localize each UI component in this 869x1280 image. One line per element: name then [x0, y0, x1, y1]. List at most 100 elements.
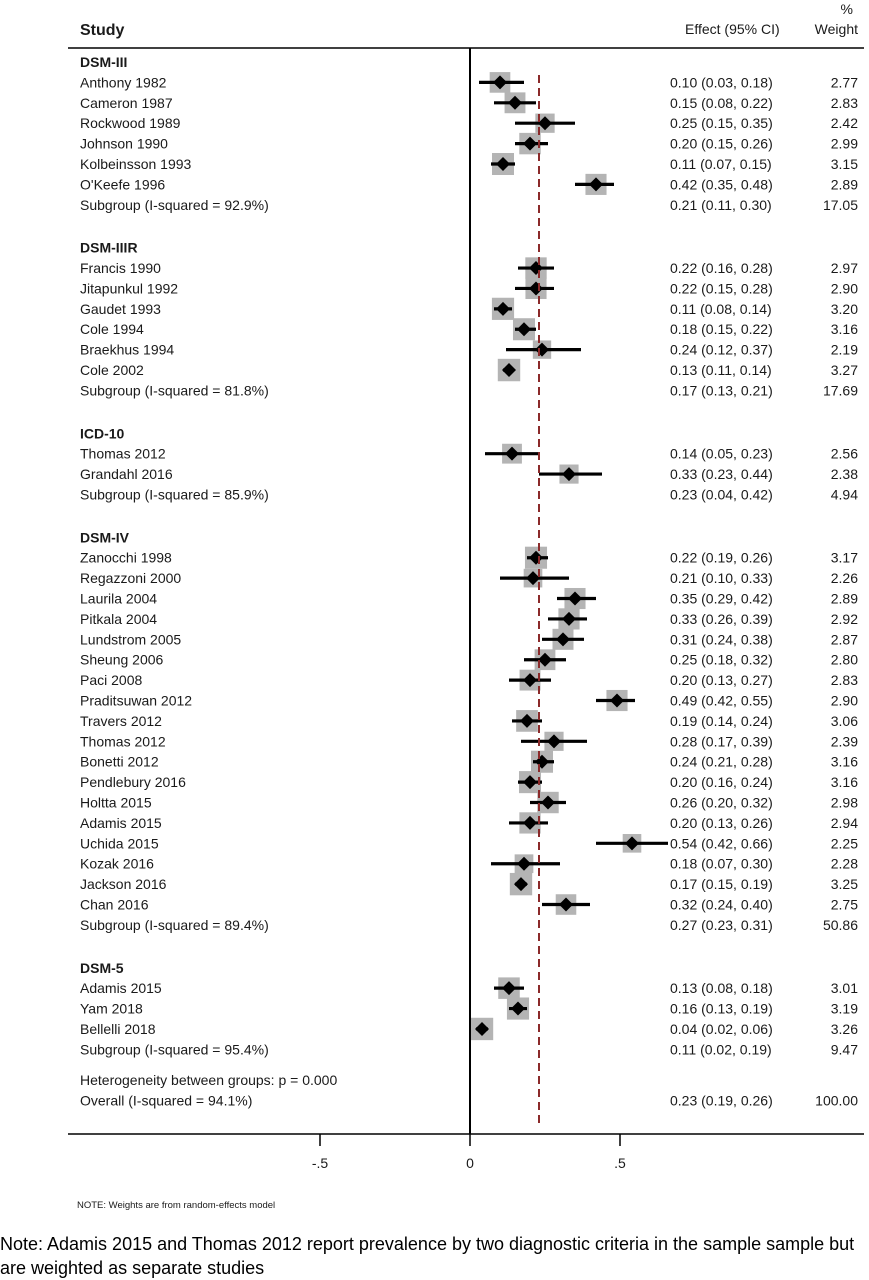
subgroup-label: Subgroup (I-squared = 89.4%)	[80, 917, 269, 933]
weight-value: 2.38	[831, 466, 858, 482]
study-label: Grandahl 2016	[80, 466, 173, 482]
study-label: Sheung 2006	[80, 652, 164, 668]
weight-value: 2.89	[831, 591, 858, 607]
study-label: Paci 2008	[80, 672, 142, 688]
point-marker	[520, 713, 534, 728]
effect-ci-value: 0.16 (0.13, 0.19)	[670, 1001, 773, 1017]
weight-value: 3.19	[831, 1001, 858, 1017]
point-marker	[496, 157, 510, 171]
weight-value: 2.98	[831, 795, 858, 811]
study-label: Jitapunkul 1992	[80, 280, 178, 296]
study-label: Cole 1994	[80, 321, 144, 337]
study-label: Chan 2016	[80, 897, 149, 913]
overall-label: Overall (I-squared = 94.1%)	[80, 1093, 252, 1109]
study-label: Adamis 2015	[80, 980, 162, 996]
group-label: DSM-III	[80, 54, 127, 70]
weight-value: 3.16	[831, 754, 858, 770]
effect-ci-value: 0.25 (0.15, 0.35)	[670, 115, 773, 131]
point-marker	[514, 877, 528, 892]
study-label: Braekhus 1994	[80, 342, 174, 358]
study-label: Thomas 2012	[80, 446, 166, 462]
weights-note: NOTE: Weights are from random-effects mo…	[77, 1200, 275, 1211]
effect-ci-value: 0.22 (0.16, 0.28)	[670, 260, 773, 276]
study-label: Pitkala 2004	[80, 611, 157, 627]
weight-value: 2.75	[831, 897, 858, 913]
point-marker	[517, 856, 531, 871]
effect-ci-value: 0.18 (0.15, 0.22)	[670, 321, 773, 337]
effect-ci-value: 0.28 (0.17, 0.39)	[670, 733, 773, 749]
study-label: Francis 1990	[80, 260, 161, 276]
effect-ci-value: 0.20 (0.13, 0.27)	[670, 672, 773, 688]
forest-plot: Study Effect (95% CI) % Weight DSM-III An…	[68, 1, 864, 1211]
effect-ci-value: 0.14 (0.05, 0.23)	[670, 446, 773, 462]
point-marker	[508, 95, 522, 110]
study-label: Bellelli 2018	[80, 1021, 156, 1037]
weight-value: 2.87	[831, 631, 858, 647]
point-marker	[475, 1021, 489, 1036]
weight-value: 3.16	[831, 321, 858, 337]
point-marker	[547, 734, 561, 749]
header-effect: Effect (95% CI)	[685, 21, 780, 37]
weight-value: 2.90	[831, 280, 858, 296]
effect-ci-value: 0.20 (0.15, 0.26)	[670, 136, 773, 152]
study-label: Pendlebury 2016	[80, 774, 186, 790]
weight-value: 2.26	[831, 570, 858, 586]
subgroup-label: Subgroup (I-squared = 92.9%)	[80, 197, 269, 213]
weight-value: 3.17	[831, 550, 858, 566]
subgroup-label: Subgroup (I-squared = 95.4%)	[80, 1041, 269, 1057]
study-label: Anthony 1982	[80, 74, 167, 90]
effect-ci-value: 0.22 (0.15, 0.28)	[670, 280, 773, 296]
point-marker	[541, 795, 555, 810]
effect-ci-value: 0.33 (0.26, 0.39)	[670, 611, 773, 627]
effect-ci-value: 0.27 (0.23, 0.31)	[670, 917, 773, 933]
weight-value: 17.05	[823, 197, 858, 213]
header-weight-pct: %	[841, 1, 853, 17]
effect-ci-value: 0.13 (0.08, 0.18)	[670, 980, 773, 996]
footnote: Note: Adamis 2015 and Thomas 2012 report…	[0, 1234, 855, 1278]
weight-value: 3.01	[831, 980, 858, 996]
study-label: Zanocchi 1998	[80, 550, 172, 566]
study-label: O'Keefe 1996	[80, 176, 165, 192]
point-marker	[568, 591, 582, 606]
study-label: Gaudet 1993	[80, 301, 161, 317]
effect-ci-value: 0.33 (0.23, 0.44)	[670, 466, 773, 482]
point-marker	[502, 363, 516, 378]
point-marker	[559, 897, 573, 912]
point-marker	[523, 673, 537, 688]
study-label: Holtta 2015	[80, 795, 152, 811]
effect-ci-value: 0.35 (0.29, 0.42)	[670, 591, 773, 607]
effect-ci-value: 0.11 (0.08, 0.14)	[670, 301, 772, 317]
effect-ci-value: 0.18 (0.07, 0.30)	[670, 856, 773, 872]
weight-value: 3.15	[831, 156, 858, 172]
header-study: Study	[80, 22, 125, 39]
weight-value: 2.97	[831, 260, 858, 276]
study-label: Yam 2018	[80, 1001, 143, 1017]
heterogeneity-label: Heterogeneity between groups: p = 0.000	[80, 1072, 337, 1088]
effect-ci-value: 0.25 (0.18, 0.32)	[670, 652, 773, 668]
point-marker	[538, 652, 552, 667]
weight-value: 2.92	[831, 611, 858, 627]
effect-ci-value: 0.21 (0.10, 0.33)	[670, 570, 773, 586]
group-label: DSM-IIIR	[80, 240, 138, 256]
axis-tick-label: 0	[466, 1155, 474, 1171]
point-marker	[523, 136, 537, 151]
weight-value: 2.39	[831, 733, 858, 749]
weight-value: 4.94	[831, 486, 858, 502]
effect-ci-value: 0.11 (0.02, 0.19)	[670, 1041, 772, 1057]
point-marker	[589, 177, 603, 192]
effect-ci-value: 0.24 (0.12, 0.37)	[670, 342, 773, 358]
point-marker	[523, 775, 537, 790]
effect-ci-value: 0.15 (0.08, 0.22)	[670, 95, 773, 111]
x-axis: -.5 0 .5	[312, 1134, 626, 1171]
weight-value: 17.69	[823, 382, 858, 398]
effect-ci-value: 0.49 (0.42, 0.55)	[670, 693, 773, 709]
point-marker	[556, 632, 570, 647]
weight-value: 3.16	[831, 774, 858, 790]
group-label: DSM-5	[80, 960, 124, 976]
point-marker	[511, 1001, 525, 1016]
study-label: Laurila 2004	[80, 591, 157, 607]
study-label: Adamis 2015	[80, 815, 162, 831]
point-marker	[517, 322, 531, 337]
study-label: Jackson 2016	[80, 876, 167, 892]
weight-value: 2.83	[831, 672, 858, 688]
